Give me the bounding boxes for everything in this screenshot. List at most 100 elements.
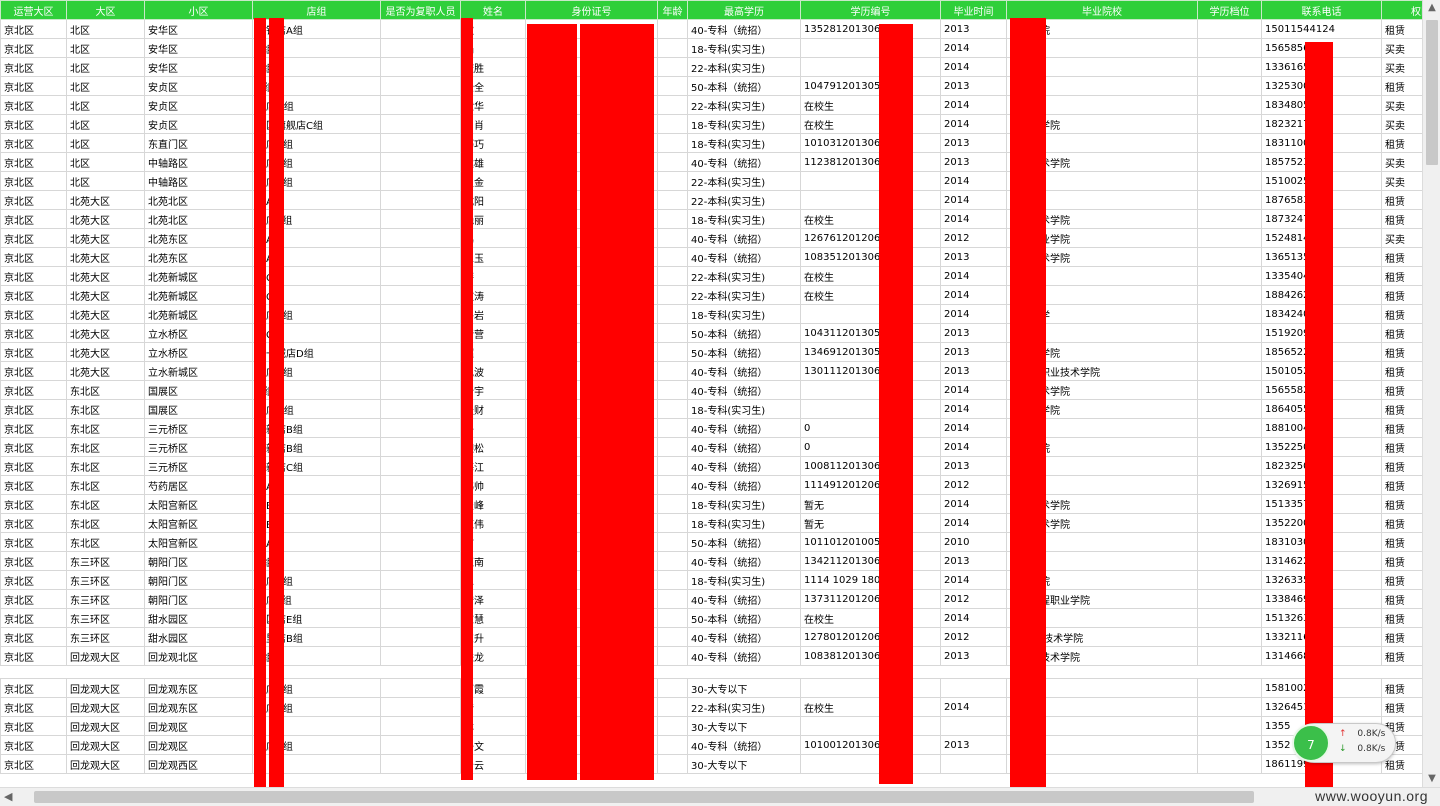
table-cell[interactable] (657, 114, 688, 134)
table-cell[interactable] (1006, 754, 1198, 774)
table-cell[interactable] (0, 665, 67, 679)
table-cell[interactable] (657, 678, 688, 698)
table-cell[interactable]: 北苑大区 (66, 209, 145, 229)
table-cell[interactable] (1197, 437, 1262, 457)
table-cell[interactable]: 2013 (940, 342, 1007, 362)
table-cell[interactable]: 学襄庚学院 (1006, 342, 1198, 362)
table-cell[interactable]: 京北区 (0, 323, 67, 343)
table-cell[interactable]: 回龙观北区 (144, 646, 253, 666)
table-cell[interactable] (1197, 57, 1262, 77)
table-cell[interactable] (380, 95, 461, 115)
table-cell[interactable]: 1338469 (1261, 589, 1382, 609)
table-cell[interactable] (380, 190, 461, 210)
table-cell[interactable]: 海江 (460, 456, 526, 476)
table-cell[interactable]: 咸阳 (460, 190, 526, 210)
table-cell[interactable]: 小区店E组 (252, 608, 381, 628)
table-cell[interactable] (657, 323, 688, 343)
table-cell[interactable] (657, 399, 688, 419)
table-cell[interactable]: 院职业学院 (1006, 399, 1198, 419)
table-cell[interactable]: 艳丽 (460, 209, 526, 229)
table-cell[interactable]: 职业技术学院 (1006, 380, 1198, 400)
table-cell[interactable] (657, 247, 688, 267)
table-cell[interactable]: 租赁 (1381, 697, 1422, 717)
table-cell[interactable] (1197, 754, 1262, 774)
table-cell[interactable]: 职业技术学院 (1006, 152, 1198, 172)
table-cell[interactable]: 京北区 (0, 646, 67, 666)
table-cell[interactable]: 2013 (940, 551, 1007, 571)
table-cell[interactable]: 北区 (66, 95, 145, 115)
table-cell[interactable] (940, 665, 1007, 679)
table-cell[interactable] (657, 456, 688, 476)
table-cell[interactable]: 冬岩 (460, 304, 526, 324)
table-cell[interactable]: 回龙观区 (144, 735, 253, 755)
table-cell[interactable]: 1114912012069 (800, 475, 941, 495)
table-cell[interactable]: 京北区 (0, 475, 67, 495)
table-cell[interactable]: 京北区 (0, 95, 67, 115)
table-cell[interactable]: 30-大专以下 (687, 754, 801, 774)
table-cell[interactable]: 店B组 (252, 513, 381, 533)
table-cell[interactable]: 40-专科（统招） (687, 551, 801, 571)
table-cell[interactable] (657, 665, 688, 679)
table-cell[interactable] (380, 513, 461, 533)
table-cell[interactable]: 京北区 (0, 209, 67, 229)
table-cell[interactable] (380, 19, 461, 39)
table-cell[interactable]: 2013 (940, 646, 1007, 666)
table-cell[interactable]: 东北区 (66, 399, 145, 419)
table-cell[interactable]: 恩玉 (460, 247, 526, 267)
table-cell[interactable]: 商贸职业学院 (1006, 228, 1198, 248)
table-cell[interactable]: 北区 (66, 152, 145, 172)
table-cell[interactable] (525, 57, 658, 77)
table-cell[interactable]: 东三环区 (66, 570, 145, 590)
table-cell[interactable]: 京北区 (0, 697, 67, 717)
table-cell[interactable] (380, 209, 461, 229)
table-cell[interactable]: 七区旗舰店C组 (252, 114, 381, 134)
table-cell[interactable]: 区店A组 (252, 735, 381, 755)
table-cell[interactable]: 院 (1006, 133, 1198, 153)
table-cell[interactable] (1197, 361, 1262, 381)
table-cell[interactable]: 安华区 (144, 57, 253, 77)
table-cell[interactable]: 租赁 (1381, 513, 1422, 533)
spreadsheet-viewport[interactable]: 运营大区 大区 小区 店组 是否为复职人员 姓名 身份证号 年龄 最高学历 学历编号 毕业时间 毕业院… (0, 0, 1422, 787)
table-cell[interactable]: 0 (800, 437, 941, 457)
table-cell[interactable] (657, 754, 688, 774)
table-cell[interactable]: 买卖 (1381, 95, 1422, 115)
table-cell[interactable]: 1342112013069 (800, 551, 941, 571)
table-cell[interactable] (525, 697, 658, 717)
table-cell[interactable]: 1114 1029 180 (800, 570, 941, 590)
table-cell[interactable]: 园店B组 (252, 152, 381, 172)
table-cell[interactable]: 1519209 (1261, 323, 1382, 343)
table-cell[interactable] (1197, 190, 1262, 210)
table-cell[interactable]: 1513357 (1261, 494, 1382, 514)
table-cell[interactable]: 职业技术学院 (1006, 494, 1198, 514)
table-cell[interactable]: 在校生 (800, 209, 941, 229)
table-cell[interactable]: 北苑大区 (66, 304, 145, 324)
table-cell[interactable] (1197, 532, 1262, 552)
table-cell[interactable]: 50-本科（统招） (687, 342, 801, 362)
table-cell[interactable]: 1876583 (1261, 190, 1382, 210)
column-header[interactable]: 小区 (144, 0, 253, 20)
table-cell[interactable]: 京北区 (0, 551, 67, 571)
table-cell[interactable] (525, 437, 658, 457)
table-cell[interactable]: 巧巧 (460, 133, 526, 153)
table-cell[interactable]: 安华区 (144, 19, 253, 39)
table-cell[interactable]: 2010 (940, 532, 1007, 552)
table-cell[interactable]: 40-专科（统招） (687, 418, 801, 438)
table-cell[interactable]: 园店D组 (252, 95, 381, 115)
table-cell[interactable]: 回龙观大区 (66, 697, 145, 717)
speed-badge[interactable]: 7 (1292, 724, 1330, 762)
table-cell[interactable]: 东三环区 (66, 551, 145, 571)
table-cell[interactable] (525, 589, 658, 609)
table-cell[interactable] (657, 133, 688, 153)
table-cell[interactable] (657, 608, 688, 628)
table-cell[interactable]: 1823217 (1261, 114, 1382, 134)
table-cell[interactable]: 守泽 (460, 589, 526, 609)
table-cell[interactable]: 2014 (940, 95, 1007, 115)
table-cell[interactable] (380, 437, 461, 457)
table-cell[interactable] (800, 57, 941, 77)
table-cell[interactable] (380, 754, 461, 774)
table-cell[interactable] (657, 475, 688, 495)
table-cell[interactable] (1197, 627, 1262, 647)
table-cell[interactable]: 东升 (460, 627, 526, 647)
table-cell[interactable]: 际新店B组 (252, 437, 381, 457)
table-cell[interactable] (657, 95, 688, 115)
